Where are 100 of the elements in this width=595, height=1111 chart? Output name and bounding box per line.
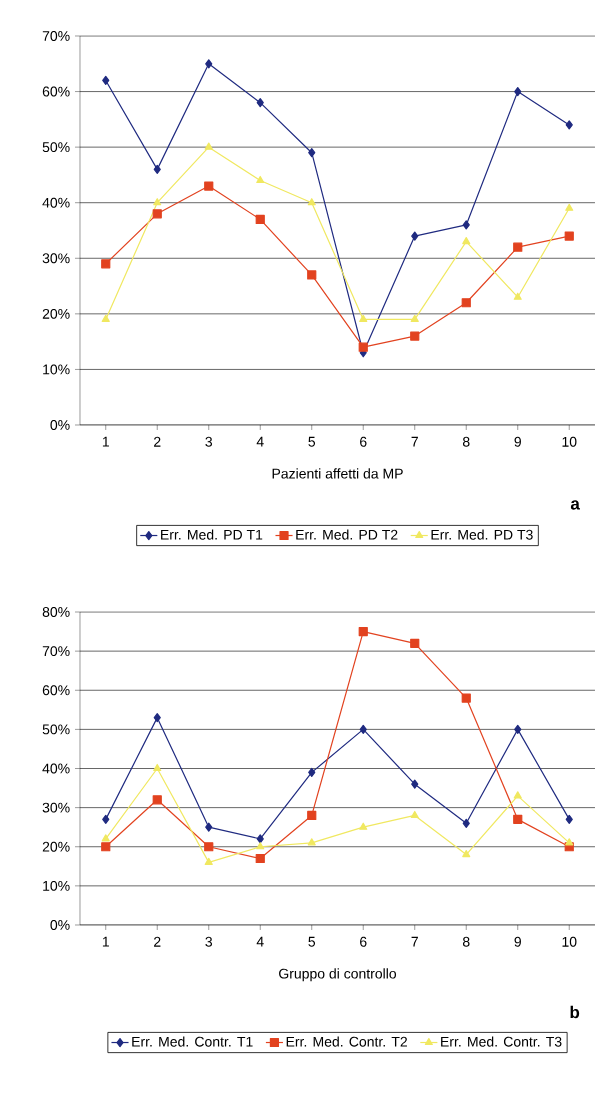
legend-label: Err. Med. PD T1 bbox=[160, 529, 263, 540]
point bbox=[513, 292, 522, 300]
point bbox=[410, 810, 419, 819]
x-tick-label: 3 bbox=[205, 436, 212, 447]
point bbox=[153, 763, 162, 772]
x-tick-label: 8 bbox=[462, 436, 470, 447]
point bbox=[359, 724, 367, 734]
point bbox=[102, 75, 110, 86]
point bbox=[565, 120, 573, 130]
point bbox=[461, 693, 471, 703]
point bbox=[513, 791, 522, 799]
point bbox=[514, 86, 522, 97]
point bbox=[359, 314, 368, 323]
point bbox=[256, 834, 264, 844]
y-tick-label: 70% bbox=[42, 646, 70, 657]
x-tick-label: 5 bbox=[308, 436, 315, 447]
point bbox=[205, 822, 213, 832]
point bbox=[153, 164, 161, 174]
x-tick-label: 2 bbox=[153, 936, 161, 947]
point bbox=[308, 767, 316, 778]
x-tick-label: 5 bbox=[308, 936, 315, 947]
y-tick-label: 0% bbox=[50, 420, 70, 430]
point bbox=[204, 842, 214, 852]
x-tick-label: 10 bbox=[562, 936, 577, 947]
legend-label: Err. Med. Contr. T3 bbox=[440, 1036, 562, 1047]
point bbox=[256, 175, 265, 184]
y-tick-label: 40% bbox=[42, 197, 70, 208]
point bbox=[358, 342, 368, 352]
point bbox=[307, 270, 317, 280]
point bbox=[101, 259, 111, 269]
point bbox=[462, 818, 470, 828]
point bbox=[410, 314, 419, 323]
point bbox=[204, 181, 214, 191]
point bbox=[255, 214, 265, 224]
point bbox=[204, 857, 213, 865]
point bbox=[101, 314, 110, 323]
point bbox=[307, 838, 316, 846]
y-tick-label: 0% bbox=[50, 920, 70, 930]
point bbox=[565, 814, 573, 824]
x-tick-label: 4 bbox=[256, 436, 264, 447]
legend-label: Err. Med. PD T3 bbox=[431, 529, 533, 540]
y-tick-label: 20% bbox=[42, 308, 70, 319]
x-tick-label: 9 bbox=[514, 436, 521, 447]
legend-label: Err. Med. Contr. T2 bbox=[286, 1036, 407, 1047]
point bbox=[308, 148, 316, 158]
point bbox=[513, 242, 523, 252]
y-tick-label: 30% bbox=[42, 253, 70, 264]
legend-label: Err. Med. PD T2 bbox=[296, 529, 398, 540]
point bbox=[513, 814, 523, 824]
x-tick-label: 3 bbox=[205, 936, 212, 947]
y-tick-label: 60% bbox=[42, 685, 70, 696]
y-tick-label: 10% bbox=[43, 364, 70, 375]
x-tick-label: 10 bbox=[562, 436, 577, 447]
point bbox=[307, 810, 317, 821]
x-tick-label: 1 bbox=[102, 936, 109, 947]
point bbox=[462, 220, 470, 230]
y-tick-label: 10% bbox=[43, 880, 70, 891]
legend-label: Err. Med. Contr. T1 bbox=[132, 1036, 253, 1047]
y-tick-label: 60% bbox=[42, 86, 70, 97]
y-tick-label: 40% bbox=[42, 763, 70, 774]
x-tick-label: 6 bbox=[359, 936, 367, 947]
point bbox=[307, 198, 316, 206]
point bbox=[411, 231, 419, 241]
x-axis-title: Pazienti affetti da MP bbox=[272, 468, 403, 479]
x-tick-label: 7 bbox=[411, 436, 418, 447]
point bbox=[514, 724, 522, 734]
point bbox=[153, 713, 161, 723]
y-tick-label: 20% bbox=[42, 841, 70, 852]
y-tick-label: 50% bbox=[42, 142, 70, 153]
x-tick-label: 1 bbox=[102, 436, 109, 447]
y-tick-label: 30% bbox=[42, 802, 70, 813]
point bbox=[359, 822, 368, 830]
point bbox=[204, 142, 213, 150]
x-tick-label: 9 bbox=[514, 936, 521, 947]
point bbox=[256, 98, 264, 108]
x-tick-label: 6 bbox=[359, 436, 367, 447]
point bbox=[101, 842, 111, 852]
point bbox=[565, 203, 574, 211]
x-tick-label: 4 bbox=[256, 936, 264, 947]
x-tick-label: 2 bbox=[153, 436, 161, 447]
point bbox=[101, 834, 110, 842]
x-tick-label: 7 bbox=[411, 936, 418, 947]
x-tick-label: 8 bbox=[462, 936, 470, 947]
text: b bbox=[570, 1005, 579, 1019]
y-tick-label: 80% bbox=[42, 607, 70, 617]
point bbox=[152, 795, 162, 805]
point bbox=[565, 838, 574, 846]
point bbox=[564, 231, 574, 241]
point bbox=[102, 814, 110, 824]
point bbox=[462, 237, 471, 245]
point bbox=[410, 331, 420, 341]
point bbox=[461, 298, 471, 308]
y-tick-label: 70% bbox=[42, 31, 70, 41]
point bbox=[411, 779, 419, 789]
point bbox=[255, 853, 265, 864]
y-tick-label: 50% bbox=[42, 724, 70, 735]
point bbox=[358, 626, 368, 637]
text: a bbox=[570, 500, 580, 510]
point bbox=[256, 842, 265, 850]
point bbox=[462, 849, 471, 858]
